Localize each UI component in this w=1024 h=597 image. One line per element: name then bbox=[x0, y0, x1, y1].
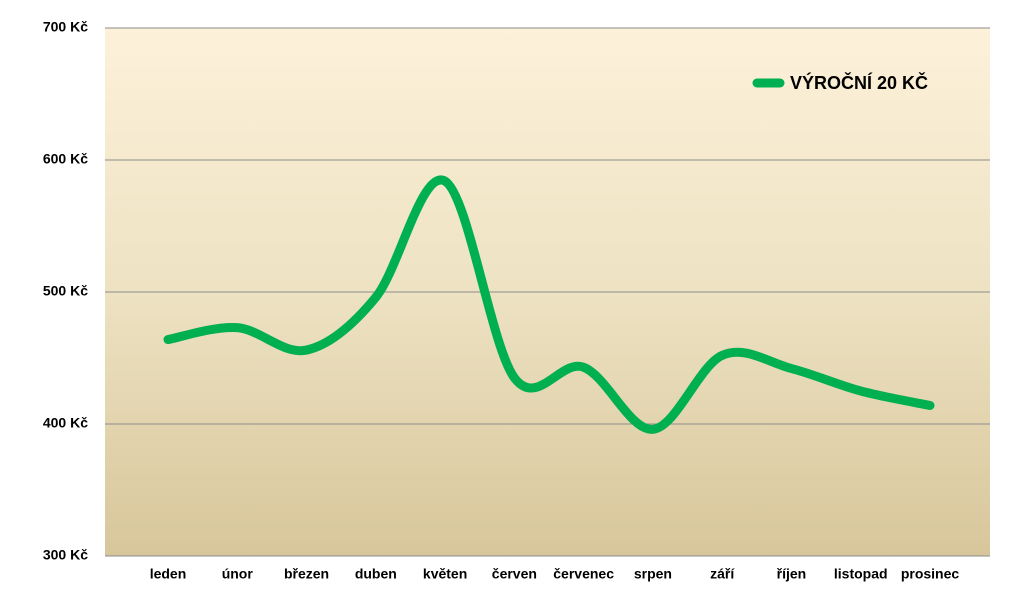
x-tick-label: duben bbox=[355, 566, 397, 582]
y-tick-label: 600 Kč bbox=[43, 151, 88, 167]
x-tick-label: říjen bbox=[777, 566, 807, 582]
x-tick-label: červen bbox=[492, 566, 537, 582]
x-tick-label: listopad bbox=[834, 566, 888, 582]
y-tick-label: 500 Kč bbox=[43, 283, 88, 299]
line bbox=[163, 175, 935, 434]
x-tick-label: prosinec bbox=[901, 566, 960, 582]
legend-label: VÝROČNÍ 20 KČ bbox=[790, 72, 928, 93]
x-tick-label: březen bbox=[284, 566, 329, 582]
x-tick-label: září bbox=[710, 566, 735, 582]
y-tick-label: 400 Kč bbox=[43, 415, 88, 431]
x-tick-label: únor bbox=[222, 566, 254, 582]
x-tick-label: květen bbox=[423, 566, 467, 582]
x-tick-label: srpen bbox=[634, 566, 672, 582]
x-tick-label: leden bbox=[150, 566, 187, 582]
x-tick-label: červenec bbox=[553, 566, 614, 582]
y-tick-label: 700 Kč bbox=[43, 19, 88, 35]
y-tick-label: 300 Kč bbox=[43, 547, 88, 563]
